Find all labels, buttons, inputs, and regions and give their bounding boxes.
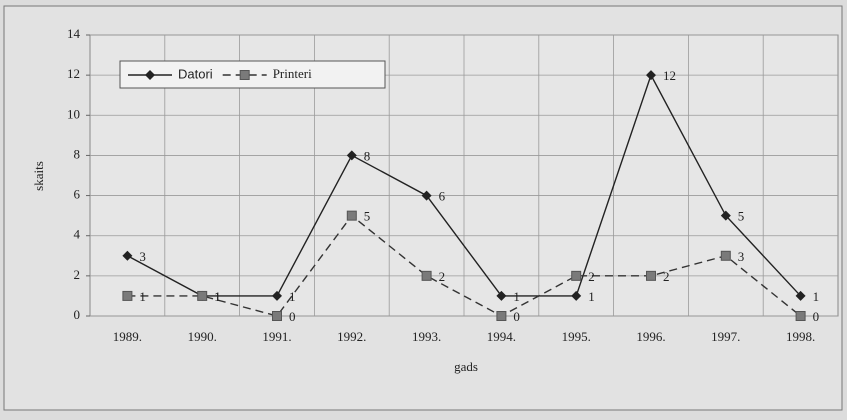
y-tick-label: 6 — [74, 187, 81, 202]
data-label: 6 — [439, 189, 446, 204]
data-point — [421, 190, 432, 201]
data-label: 5 — [364, 209, 371, 224]
y-tick-label: 4 — [74, 227, 81, 242]
data-label: 5 — [738, 209, 745, 224]
data-label: 0 — [289, 309, 296, 324]
data-point — [720, 210, 731, 221]
y-tick-label: 10 — [67, 106, 80, 121]
data-point — [571, 290, 582, 301]
x-tick-label: 1991. — [262, 329, 291, 344]
data-label: 1 — [214, 289, 221, 304]
data-label: 2 — [588, 269, 595, 284]
data-label: 1 — [513, 289, 520, 304]
data-point — [421, 270, 432, 281]
legend-marker — [239, 70, 250, 80]
y-tick-label: 14 — [67, 26, 81, 41]
legend-label: Datori — [178, 66, 213, 81]
data-point — [346, 150, 357, 161]
data-point — [795, 290, 806, 301]
x-tick-label: 1989. — [113, 329, 142, 344]
data-label: 1 — [813, 289, 820, 304]
data-point — [571, 270, 582, 281]
x-tick-label: 1990. — [188, 329, 217, 344]
data-label: 0 — [513, 309, 520, 324]
legend-label: Printeri — [273, 66, 312, 81]
x-tick-label: 1992. — [337, 329, 366, 344]
data-point — [720, 250, 731, 261]
data-point — [122, 290, 133, 301]
data-label: 2 — [663, 269, 670, 284]
x-tick-label: 1998. — [786, 329, 815, 344]
legend: Datori Printeri — [119, 60, 386, 89]
x-axis-title: gads — [454, 359, 478, 374]
x-tick-label: 1997. — [711, 329, 740, 344]
y-tick-label: 2 — [74, 267, 81, 282]
data-label: 3 — [738, 249, 745, 264]
data-point — [346, 210, 357, 221]
data-label: 1 — [214, 289, 221, 304]
data-label: 8 — [364, 148, 371, 163]
legend-marker — [145, 70, 155, 80]
data-point — [496, 311, 507, 321]
data-label: 1 — [588, 289, 595, 304]
y-tick-label: 0 — [74, 307, 81, 322]
y-tick-label: 12 — [67, 66, 80, 81]
series-line — [127, 214, 802, 317]
data-label: 1 — [289, 289, 296, 304]
data-point — [197, 290, 208, 301]
data-point — [646, 270, 656, 281]
y-axis-title: skaits — [31, 161, 46, 191]
data-point — [272, 290, 282, 301]
data-point — [646, 70, 656, 81]
x-tick-label: 1995. — [562, 329, 591, 344]
data-label: 2 — [439, 269, 446, 284]
data-point — [496, 290, 507, 301]
series-line — [127, 73, 802, 297]
data-label: 0 — [813, 309, 820, 324]
data-point — [795, 311, 806, 321]
data-point — [272, 311, 282, 321]
y-tick-label: 8 — [74, 146, 81, 161]
x-tick-label: 1996. — [636, 329, 665, 344]
data-label: 3 — [139, 249, 146, 264]
x-tick-label: 1994. — [487, 329, 516, 344]
data-point — [122, 250, 133, 261]
data-label: 1 — [139, 289, 146, 304]
data-label: 12 — [663, 68, 676, 83]
x-tick-label: 1993. — [412, 329, 441, 344]
